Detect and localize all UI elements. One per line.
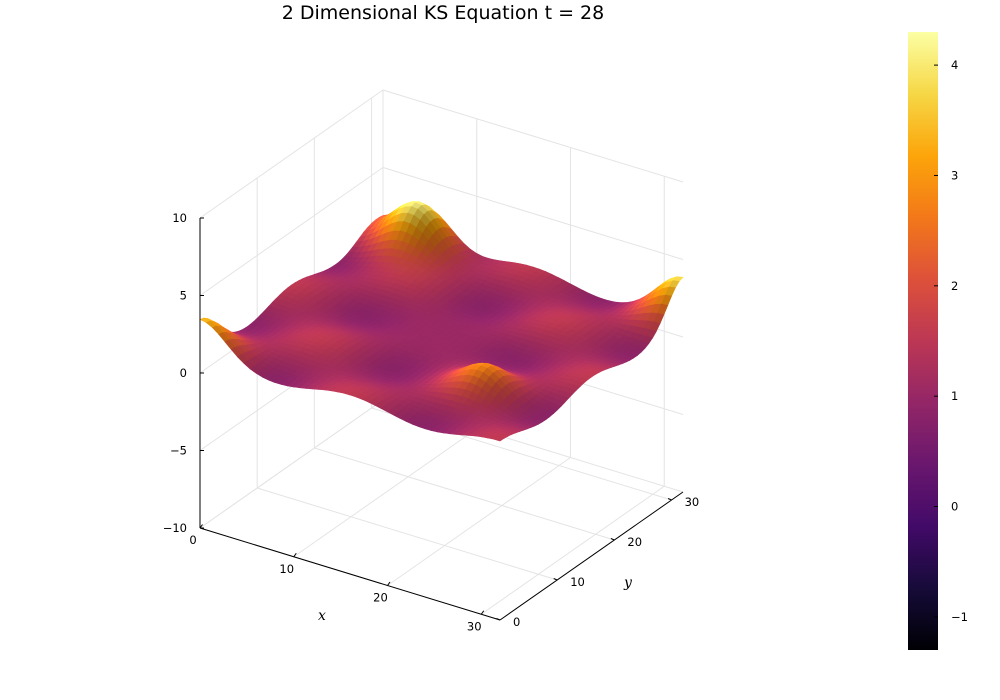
axis-ticks: −10 −5 0 5 10 0 10 20 30 0 10 20 30 <box>163 211 699 633</box>
grid-line <box>480 485 665 615</box>
colorbar-tick-label: 1 <box>951 389 958 403</box>
grid-line <box>314 447 615 541</box>
x-axis-line <box>199 527 501 621</box>
colorbar-tick-label: 0 <box>951 500 958 514</box>
surface-cell <box>493 436 505 442</box>
y-tick-label: 30 <box>685 495 700 509</box>
tick-mark <box>667 498 672 501</box>
tick-mark <box>610 538 615 541</box>
colorbar-tick-label: −1 <box>951 610 968 624</box>
tick-mark <box>199 524 203 529</box>
tick-mark <box>480 610 485 615</box>
x-axis-label: x <box>318 608 326 624</box>
tick-mark <box>387 581 391 586</box>
colorbar-ticks: −1 0 1 2 3 4 <box>934 58 968 624</box>
x-tick-label: 30 <box>467 619 482 633</box>
z-tick-label: 5 <box>180 289 187 303</box>
y-tick-label: 10 <box>570 575 585 589</box>
z-tick-label: −10 <box>163 521 187 535</box>
y-tick-label: 20 <box>627 535 642 549</box>
tick-mark <box>496 618 501 621</box>
z-tick-label: −5 <box>170 444 187 458</box>
colorbar: −1 0 1 2 3 4 <box>908 32 968 650</box>
x-tick-label: 0 <box>189 533 196 547</box>
chart-title: 2 Dimensional KS Equation t = 28 <box>282 2 604 24</box>
y-tick-label: 0 <box>513 615 520 629</box>
colorbar-tick-label: 4 <box>951 58 958 72</box>
colorbar-gradient <box>908 32 938 650</box>
y-axis-line <box>499 491 684 621</box>
tick-mark <box>553 578 558 581</box>
grid-line <box>199 167 384 296</box>
z-tick-label: 10 <box>172 211 187 225</box>
surface-mesh <box>199 201 684 442</box>
z-tick-label: 0 <box>180 366 187 380</box>
grid-line <box>257 487 558 581</box>
grid-line <box>387 457 571 586</box>
grid-line <box>293 428 478 558</box>
colorbar-tick-label: 3 <box>951 168 958 182</box>
x-tick-label: 10 <box>279 562 294 576</box>
tick-mark <box>293 552 297 558</box>
colorbar-tick-label: 2 <box>951 279 958 293</box>
y-axis-label: y <box>623 575 633 591</box>
grid-line <box>199 89 384 219</box>
grid-line <box>199 399 384 529</box>
x-tick-label: 20 <box>373 591 388 605</box>
grid-line <box>382 167 684 260</box>
grid-line <box>382 89 684 183</box>
